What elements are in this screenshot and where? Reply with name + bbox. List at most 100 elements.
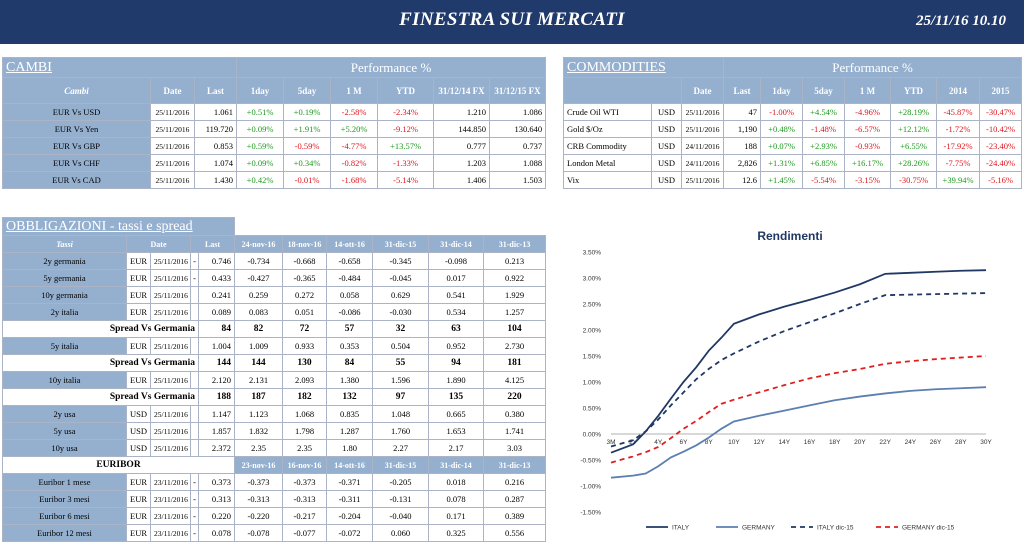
legend-item: GERMANY	[716, 525, 776, 532]
historical-value: 2.17	[428, 439, 485, 457]
historical-value: 0.835	[326, 405, 374, 423]
column-header: 31-dic-14	[428, 456, 485, 474]
historical-value: 1.798	[282, 422, 328, 440]
x-tick-label: 22Y	[879, 439, 891, 446]
currency: EUR	[126, 524, 151, 542]
x-tick-label: 6Y	[680, 439, 689, 446]
table-row: 5y germania EUR 25/11/2016-0.433 -0.427 -0.3…	[2, 269, 547, 287]
spread-value: 220	[483, 388, 547, 406]
historical-value: -0.040	[372, 507, 430, 525]
x-tick-label: 2Y	[629, 439, 638, 446]
historical-value: 0.952	[428, 337, 485, 355]
bond-name: 2y usa	[2, 405, 127, 423]
table-row: Euribor 1 mese EUR 23/11/2016-0.373 -0.373-…	[2, 473, 547, 491]
sign-cell: -	[190, 252, 199, 270]
performance-ytd: +13.57%	[377, 137, 435, 155]
spread-value: 57	[326, 320, 374, 338]
historical-value: -0.658	[326, 252, 374, 270]
column-header: Tassi	[2, 235, 127, 253]
spread-value: 144	[234, 354, 284, 372]
historical-value: 2.730	[483, 337, 547, 355]
y-tick-label: -1.50%	[580, 510, 601, 517]
performance-d5: -0.59%	[283, 137, 332, 155]
column-header: Date	[150, 77, 195, 104]
column-header: 18-nov-16	[282, 235, 328, 253]
column-header: 1 M	[330, 77, 379, 104]
historical-value: -0.484	[326, 269, 374, 287]
historical-value: 0.058	[326, 286, 374, 304]
table-row: 2y usa USD 25/11/2016 1.147 1.123 1.068 0.835 1…	[2, 405, 547, 423]
column-header: YTD	[377, 77, 435, 104]
historical-value: 2.27	[372, 439, 430, 457]
date-cell: 25/11/2016	[150, 422, 191, 440]
column-header: 2015	[979, 77, 1023, 104]
historical-value: -0.345	[372, 252, 430, 270]
series-line-italy	[610, 269, 987, 454]
spread-value: 132	[326, 388, 374, 406]
currency: USD	[651, 137, 682, 155]
fx-2015: 1.086	[489, 103, 547, 121]
column-header: 31-dic-13	[483, 235, 547, 253]
historical-value: 1.068	[282, 405, 328, 423]
spread-value: 72	[282, 320, 328, 338]
last-value: 0.746	[197, 252, 236, 270]
column-header: Date	[680, 77, 725, 104]
last-value: 0.089	[197, 303, 236, 321]
legend-label: GERMANY	[742, 525, 776, 532]
legend-label: ITALY dic-15	[817, 525, 854, 532]
historical-value: 1.832	[234, 422, 284, 440]
date-cell: 23/11/2016	[150, 473, 191, 491]
performance-d5: +0.34%	[283, 154, 332, 172]
spread-label: Spread Vs Germania	[2, 354, 199, 372]
euribor-header-row: EURIBOR 23-nov-16 16-nov-16 14-ott-16 31-dic…	[1, 456, 547, 474]
column-header: 16-nov-16	[282, 456, 328, 474]
spread-row: Spread Vs Germania 144 144 130 84 55 94 181	[2, 354, 547, 372]
spread-value: 97	[372, 388, 430, 406]
cambi-table: CAMBI Performance % Cambi Date Last 1day 5da…	[1, 57, 547, 189]
obbligazioni-section-title: OBBLIGAZIONI - tassi e spread	[1, 217, 236, 236]
performance-d1: -1.00%	[760, 103, 804, 121]
spread-value: 55	[372, 354, 430, 372]
commodities-section-title: COMMODITIES	[562, 57, 725, 78]
historical-value: 2.35	[234, 439, 284, 457]
last-value: 1.074	[193, 154, 238, 172]
historical-value: 0.272	[282, 286, 328, 304]
last-value: 2.120	[197, 371, 236, 389]
historical-value: -0.313	[234, 490, 284, 508]
table-row: EUR Vs USD 25/11/2016 1.061 +0.51% +0.19% -2.…	[2, 103, 547, 121]
performance-y14: +39.94%	[936, 171, 981, 189]
bond-name: 5y germania	[2, 269, 127, 287]
date-cell: 25/11/2016	[150, 103, 195, 121]
column-header: Cambi	[2, 77, 151, 104]
sign-cell	[190, 303, 199, 321]
last-value: 0.433	[197, 269, 236, 287]
column-header: Last	[189, 235, 236, 253]
commodity-name: London Metal	[563, 154, 652, 172]
column-header: 1day	[236, 77, 285, 104]
performance-d1: +1.45%	[760, 171, 804, 189]
currency: EUR	[126, 286, 151, 304]
column-header: 5day	[802, 77, 846, 104]
date-cell: 25/11/2016	[150, 269, 191, 287]
date-cell: 25/11/2016	[680, 120, 725, 138]
last-value: 47	[723, 103, 762, 121]
column-header: 23-nov-16	[234, 456, 284, 474]
x-tick-label: 24Y	[905, 439, 917, 446]
last-value: 188	[723, 137, 762, 155]
historical-value: 0.051	[282, 303, 328, 321]
column-header: Last	[723, 77, 762, 104]
performance-m1: -6.57%	[844, 120, 892, 138]
sign-cell	[190, 422, 199, 440]
performance-d1: +0.59%	[236, 137, 285, 155]
performance-y14: -7.75%	[936, 154, 981, 172]
performance-d1: +1.31%	[760, 154, 804, 172]
currency-pair-name: EUR Vs USD	[2, 103, 151, 121]
currency: EUR	[126, 371, 151, 389]
spread-label: Spread Vs Germania	[2, 388, 199, 406]
currency: EUR	[126, 269, 151, 287]
last-value: 1.430	[193, 171, 238, 189]
bond-name: 10y italia	[2, 371, 127, 389]
x-tick-label: 10Y	[728, 439, 740, 446]
sign-cell: -	[190, 269, 199, 287]
table-row: EUR Vs GBP 25/11/2016 0.853 +0.59% -0.59% -4.…	[2, 137, 547, 155]
